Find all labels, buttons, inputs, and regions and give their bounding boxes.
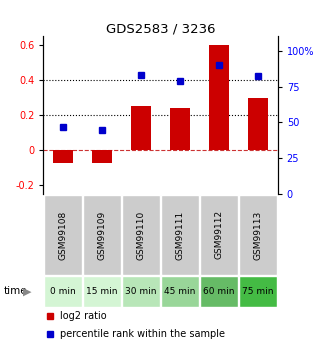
Text: 75 min: 75 min	[242, 287, 274, 296]
Text: 45 min: 45 min	[164, 287, 196, 296]
Bar	[122, 195, 160, 275]
Bar	[83, 276, 121, 306]
Text: log2 ratio: log2 ratio	[60, 311, 106, 321]
Bar	[44, 276, 82, 306]
Bar	[200, 195, 238, 275]
Bar	[209, 45, 229, 150]
Text: 30 min: 30 min	[125, 287, 157, 296]
Text: GDS2583 / 3236: GDS2583 / 3236	[106, 22, 215, 36]
Text: 0 min: 0 min	[50, 287, 76, 296]
Bar	[92, 150, 112, 162]
Bar	[161, 276, 199, 306]
Text: 15 min: 15 min	[86, 287, 118, 296]
Bar	[131, 107, 151, 150]
Text: ▶: ▶	[23, 286, 31, 296]
Bar	[53, 150, 73, 162]
Text: time: time	[3, 286, 27, 296]
Bar	[239, 195, 277, 275]
Text: GSM99111: GSM99111	[176, 210, 185, 259]
Text: GSM99108: GSM99108	[58, 210, 67, 259]
Bar	[161, 195, 199, 275]
Text: GSM99109: GSM99109	[97, 210, 107, 259]
Bar	[239, 276, 277, 306]
Bar	[44, 195, 82, 275]
Bar	[122, 276, 160, 306]
Bar	[248, 98, 268, 150]
Text: GSM99110: GSM99110	[136, 210, 145, 259]
Text: percentile rank within the sample: percentile rank within the sample	[60, 329, 225, 339]
Bar	[170, 108, 190, 150]
Text: GSM99113: GSM99113	[254, 210, 263, 259]
Text: GSM99112: GSM99112	[214, 210, 224, 259]
Bar	[200, 276, 238, 306]
Text: 60 min: 60 min	[203, 287, 235, 296]
Bar	[83, 195, 121, 275]
